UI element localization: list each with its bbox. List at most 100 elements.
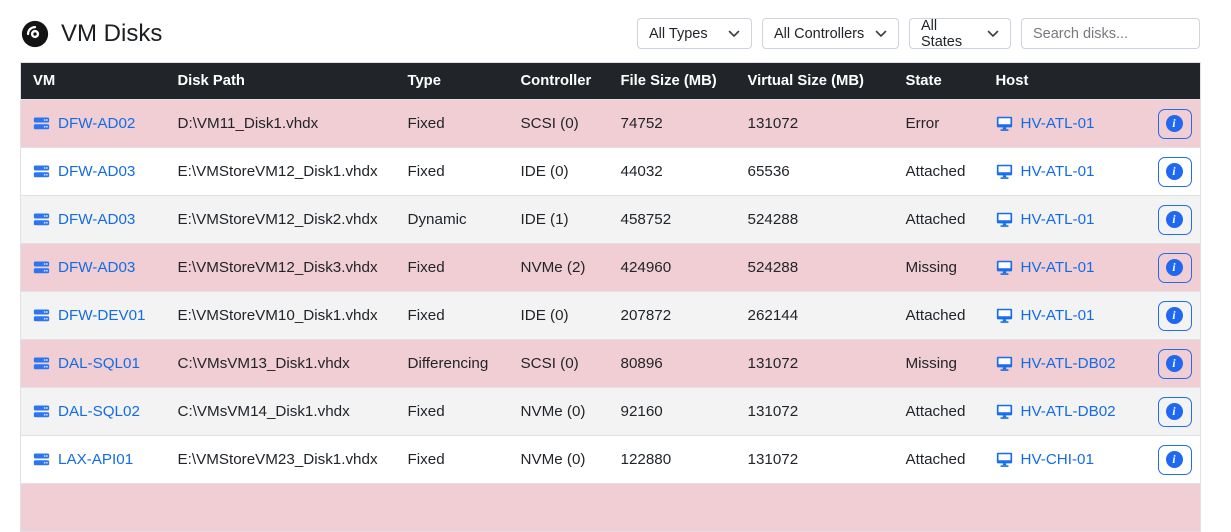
disk-path-cell: E:\VMStoreVM10_Disk1.vhdx: [165, 291, 396, 340]
host-link[interactable]: HV-ATL-01: [1020, 115, 1095, 133]
monitor-icon: [996, 403, 1013, 420]
vm-link[interactable]: DFW-AD03: [58, 259, 136, 277]
server-icon: [33, 451, 50, 468]
vm-link[interactable]: DAL-SQL01: [58, 355, 140, 373]
disk-info-button[interactable]: i: [1157, 444, 1192, 475]
server-icon: [33, 115, 50, 132]
server-icon: [33, 163, 50, 180]
chevron-down-icon: [987, 30, 999, 38]
monitor-icon: [996, 115, 1013, 132]
state-filter-select[interactable]: All States: [909, 17, 1011, 50]
virtual-size-cell: 524288: [735, 243, 894, 292]
host-link[interactable]: HV-CHI-01: [1020, 451, 1094, 469]
disk-info-button[interactable]: i: [1157, 156, 1192, 187]
server-icon: [33, 403, 50, 420]
virtual-size-cell: 524288: [735, 195, 894, 244]
disk-info-button[interactable]: i: [1157, 108, 1192, 139]
vm-link[interactable]: DAL-SQL02: [58, 403, 140, 421]
disk-type-cell: Fixed: [395, 435, 509, 484]
state-cell: Missing: [893, 243, 984, 292]
disk-type-cell: Fixed: [395, 387, 509, 436]
state-cell: Attached: [893, 195, 984, 244]
state-cell: Error: [893, 99, 984, 148]
controller-cell: SCSI (0): [508, 339, 609, 388]
disk-path-cell: E:\VMStoreVM23_Disk1.vhdx: [165, 435, 396, 484]
table-row-partial: [20, 483, 1201, 532]
vm-disks-table: VM Disk Path Type Controller File Size (…: [20, 62, 1201, 532]
disk-type-cell: Fixed: [395, 147, 509, 196]
vm-link[interactable]: LAX-API01: [58, 451, 134, 469]
state-cell: Attached: [893, 291, 984, 340]
virtual-size-cell: 65536: [735, 147, 894, 196]
column-header-file-size: File Size (MB): [608, 62, 736, 100]
state-cell: Attached: [893, 147, 984, 196]
virtual-size-cell: 131072: [735, 99, 894, 148]
info-icon: i: [1166, 355, 1183, 372]
column-header-vm: VM: [20, 62, 166, 100]
info-icon: i: [1166, 451, 1183, 468]
disk-type-cell: Fixed: [395, 243, 509, 292]
server-icon: [33, 211, 50, 228]
disk-info-button[interactable]: i: [1157, 204, 1192, 235]
column-header-actions: [1145, 62, 1201, 100]
virtual-size-cell: 262144: [735, 291, 894, 340]
virtual-size-cell: 131072: [735, 435, 894, 484]
controller-filter-select[interactable]: All Controllers: [762, 18, 899, 49]
info-icon: i: [1166, 307, 1183, 324]
vm-link[interactable]: DFW-DEV01: [58, 307, 146, 325]
disk-table-body: DFW-AD02 D:\VM11_Disk1.vhdx Fixed SCSI (…: [20, 99, 1201, 532]
column-header-type: Type: [395, 62, 509, 100]
controller-filter-value: All Controllers: [774, 25, 865, 42]
vm-link[interactable]: DFW-AD03: [58, 211, 136, 229]
type-filter-value: All Types: [649, 25, 708, 42]
vm-link[interactable]: DFW-AD03: [58, 163, 136, 181]
table-row: DFW-DEV01 E:\VMStoreVM10_Disk1.vhdx Fixe…: [20, 291, 1201, 340]
info-icon: i: [1166, 403, 1183, 420]
state-cell: Missing: [893, 339, 984, 388]
table-row: DAL-SQL02 C:\VMsVM14_Disk1.vhdx Fixed NV…: [20, 387, 1201, 436]
type-filter-select[interactable]: All Types: [637, 18, 752, 49]
file-size-cell: 122880: [608, 435, 736, 484]
table-row: DFW-AD02 D:\VM11_Disk1.vhdx Fixed SCSI (…: [20, 99, 1201, 148]
monitor-icon: [996, 211, 1013, 228]
file-size-cell: 80896: [608, 339, 736, 388]
controller-cell: IDE (0): [508, 147, 609, 196]
disk-info-button[interactable]: i: [1157, 348, 1192, 379]
column-header-controller: Controller: [508, 62, 609, 100]
host-link[interactable]: HV-ATL-DB02: [1020, 355, 1116, 373]
monitor-icon: [996, 451, 1013, 468]
disk-type-cell: Dynamic: [395, 195, 509, 244]
file-size-cell: 458752: [608, 195, 736, 244]
host-link[interactable]: HV-ATL-01: [1020, 163, 1095, 181]
disk-info-button[interactable]: i: [1157, 252, 1192, 283]
controller-cell: SCSI (0): [508, 99, 609, 148]
controller-cell: IDE (0): [508, 291, 609, 340]
table-row: DFW-AD03 E:\VMStoreVM12_Disk3.vhdx Fixed…: [20, 243, 1201, 292]
table-row: DAL-SQL01 C:\VMsVM13_Disk1.vhdx Differen…: [20, 339, 1201, 388]
file-size-cell: 207872: [608, 291, 736, 340]
info-icon: i: [1166, 115, 1183, 132]
table-row: DFW-AD03 E:\VMStoreVM12_Disk2.vhdx Dynam…: [20, 195, 1201, 244]
host-link[interactable]: HV-ATL-01: [1020, 211, 1095, 229]
host-link[interactable]: HV-ATL-DB02: [1020, 403, 1116, 421]
state-filter-value: All States: [921, 17, 963, 50]
vm-link[interactable]: DFW-AD02: [58, 115, 136, 133]
host-link[interactable]: HV-ATL-01: [1020, 259, 1095, 277]
info-icon: i: [1166, 163, 1183, 180]
topbar: VM Disks All Types All Controllers All S…: [0, 0, 1231, 62]
controller-cell: NVMe (2): [508, 243, 609, 292]
host-link[interactable]: HV-ATL-01: [1020, 307, 1095, 325]
title-group: VM Disks: [20, 19, 162, 49]
disk-path-cell: C:\VMsVM14_Disk1.vhdx: [165, 387, 396, 436]
column-header-host: Host: [983, 62, 1146, 100]
monitor-icon: [996, 307, 1013, 324]
server-icon: [33, 307, 50, 324]
controller-cell: NVMe (0): [508, 387, 609, 436]
search-input[interactable]: [1021, 18, 1200, 49]
disk-info-button[interactable]: i: [1157, 300, 1192, 331]
file-size-cell: 74752: [608, 99, 736, 148]
state-cell: Attached: [893, 387, 984, 436]
disk-info-button[interactable]: i: [1157, 396, 1192, 427]
controller-cell: IDE (1): [508, 195, 609, 244]
monitor-icon: [996, 163, 1013, 180]
